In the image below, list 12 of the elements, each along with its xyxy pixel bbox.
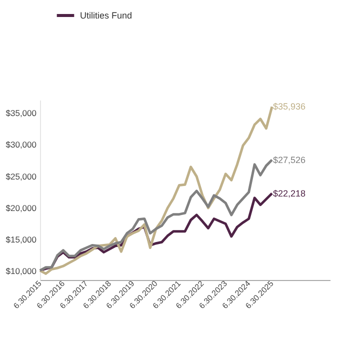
data-label: $27,526: [273, 154, 306, 165]
y-tick-label: $20,000: [6, 202, 37, 213]
data-label: $22,218: [273, 188, 306, 198]
line-series: [38, 158, 274, 272]
line-series: [38, 105, 274, 275]
y-tick-label: $25,000: [6, 171, 37, 182]
y-tick-label: $30,000: [6, 140, 37, 150]
legend-label: Utilities Fund: [80, 10, 132, 20]
y-tick-label: $15,000: [6, 234, 37, 244]
y-tick-label: $35,000: [6, 108, 37, 118]
y-tick-label: $10,000: [6, 266, 37, 276]
data-label: $35,936: [273, 102, 306, 112]
